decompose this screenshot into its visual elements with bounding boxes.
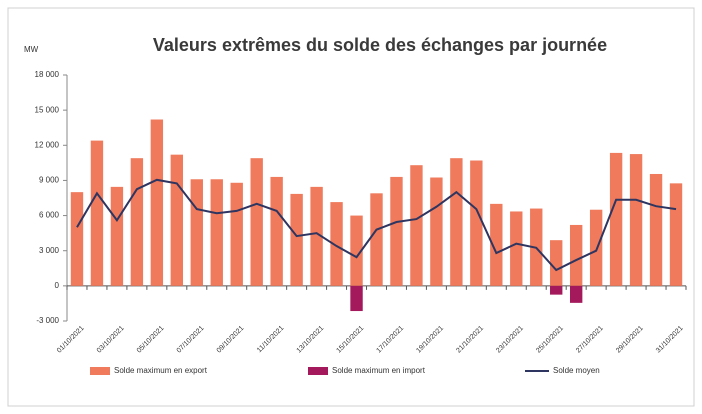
bar [150,119,164,286]
y-tick-label: 0 [55,281,60,290]
legend-label: Solde maximum en import [332,366,426,375]
bar [230,182,243,286]
bar [410,165,423,286]
bar [90,140,104,286]
y-tick-label: 18 000 [35,70,60,79]
bar [569,224,583,286]
bar [629,154,643,286]
y-tick-label: 3 000 [39,246,60,255]
bar [110,186,124,286]
bar [609,152,623,286]
y-tick-label: 9 000 [39,176,60,185]
bar [310,186,323,286]
bar [350,215,363,286]
bar [649,173,663,286]
bar [330,202,343,286]
y-tick-label: 12 000 [35,140,60,149]
bar [450,158,463,286]
y-tick-label: 6 000 [39,211,60,220]
bar [370,193,383,286]
y-tick-label: 15 000 [35,105,60,114]
bar [470,160,483,286]
bar [70,192,84,286]
legend-label: Solde maximum en export [114,366,208,375]
legend-swatch [308,367,328,375]
bar [250,158,263,286]
bar [130,158,144,286]
bar [569,285,583,303]
bar [550,240,563,286]
chart-title: Valeurs extrêmes du solde des échanges p… [153,35,607,55]
bar [430,177,443,286]
legend-label: Solde moyen [553,366,600,375]
y-axis-label: MW [24,45,39,54]
bar [390,176,403,286]
bar [589,209,603,286]
bar [490,203,503,286]
bar [170,154,184,286]
line [76,178,677,272]
bar [190,179,203,286]
bar [510,211,523,286]
bar [290,193,303,286]
bar [210,179,223,286]
bar [350,285,363,312]
bar [270,176,283,286]
bar [669,183,683,286]
y-tick-label: -3 000 [36,316,59,325]
bar [550,285,563,295]
legend-swatch [90,367,110,375]
